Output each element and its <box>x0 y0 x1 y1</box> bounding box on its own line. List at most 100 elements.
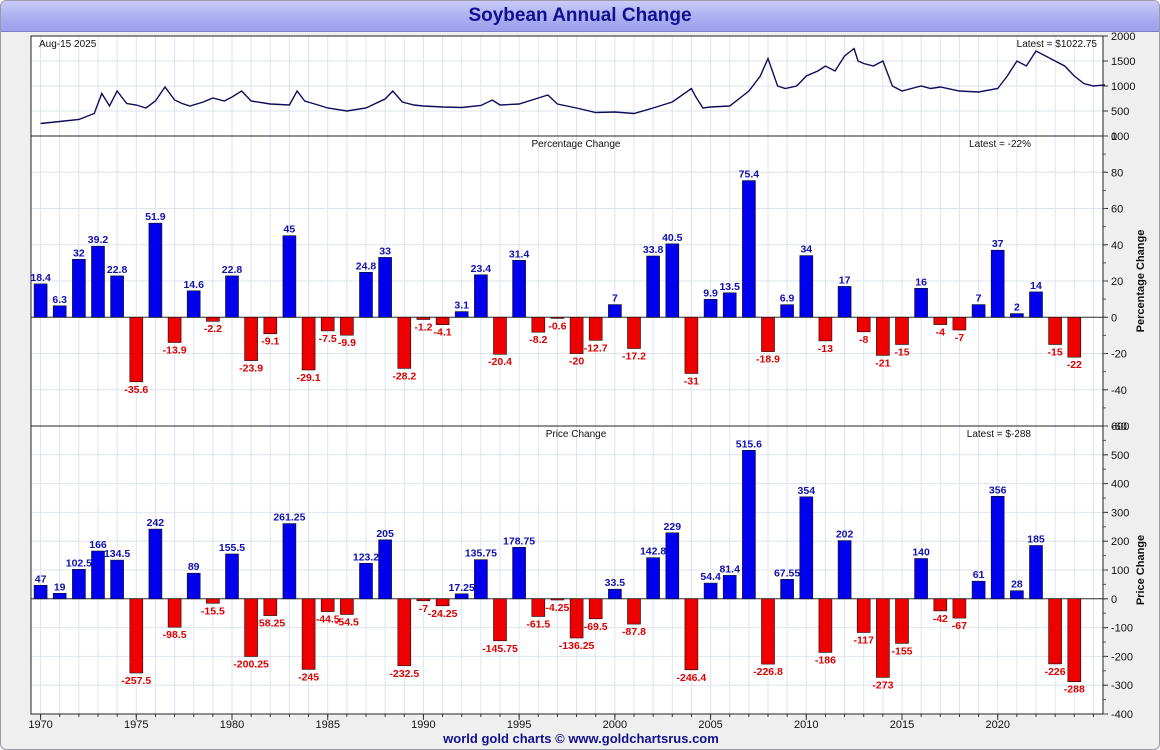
data-label: 33.5 <box>605 577 626 589</box>
x-tick-label: 1985 <box>315 719 339 731</box>
bar-negative <box>320 598 335 612</box>
y-tick-label: 0 <box>1111 312 1117 324</box>
data-label: -117 <box>853 635 874 647</box>
data-label: -15 <box>1048 346 1063 358</box>
panel-border <box>30 425 1104 715</box>
y-tick-label: -100 <box>1111 623 1133 635</box>
data-label: 13.5 <box>719 281 740 293</box>
data-label: 81.4 <box>719 563 740 575</box>
data-label: 354 <box>798 485 816 497</box>
bar-negative <box>569 598 584 639</box>
bar-positive <box>148 222 163 318</box>
bar-negative <box>588 598 603 620</box>
bar-positive <box>225 275 239 318</box>
data-label: -4 <box>936 327 945 339</box>
bar-positive <box>837 286 852 318</box>
data-label: -155 <box>891 645 912 657</box>
bar-negative <box>1067 316 1082 358</box>
data-label: -44.5 <box>316 614 340 626</box>
data-label: 9.9 <box>703 287 718 299</box>
y-tick-label: 80 <box>1111 167 1123 179</box>
data-label: 51.9 <box>145 211 166 223</box>
bar-negative <box>206 598 220 604</box>
data-label: 17.25 <box>449 582 475 594</box>
data-label: -18.9 <box>756 354 780 366</box>
bar-negative <box>167 316 182 343</box>
x-tick-label: 1995 <box>507 719 531 731</box>
bar-negative <box>1067 598 1082 682</box>
y-tick-label: 0 <box>1111 594 1117 606</box>
bar-positive <box>971 304 986 318</box>
bar-negative <box>550 316 565 319</box>
bar-positive <box>110 275 124 318</box>
bar-positive <box>225 553 239 600</box>
data-label: -28.2 <box>392 370 416 382</box>
data-label: 515.6 <box>736 438 762 450</box>
x-tick-label: 2015 <box>890 719 914 731</box>
y-tick-label: 100 <box>1111 131 1129 143</box>
data-label: -7 <box>419 603 428 615</box>
data-label: -15 <box>894 346 909 358</box>
bar-negative <box>895 598 909 644</box>
y-tick-label: -400 <box>1111 709 1133 721</box>
data-label: -35.6 <box>124 384 148 396</box>
y-axis-title: Price Change <box>1135 535 1147 605</box>
bar-negative <box>435 316 450 325</box>
data-label: 54.4 <box>700 571 721 583</box>
latest-value-label: Latest = $-288 <box>967 429 1032 440</box>
bar-positive <box>722 292 737 318</box>
y-tick-label: 1000 <box>1111 81 1135 93</box>
data-label: 134.5 <box>104 548 130 560</box>
data-label: 67.55 <box>774 567 800 579</box>
y-tick-label: 600 <box>1111 421 1129 433</box>
data-label: 34 <box>800 244 812 256</box>
bar-positive <box>474 274 488 318</box>
y-tick-label: -300 <box>1111 680 1133 692</box>
bar-positive <box>703 582 718 600</box>
bar-positive <box>971 580 986 600</box>
bar-negative <box>627 316 641 349</box>
latest-price-label: Latest = $1022.75 <box>1017 39 1098 50</box>
bar-negative <box>301 316 316 371</box>
data-label: -226.8 <box>753 666 783 678</box>
data-label: 140 <box>912 547 930 559</box>
data-label: -15.5 <box>201 605 225 617</box>
data-label: -9.1 <box>261 336 279 348</box>
y-tick-label: -200 <box>1111 651 1133 663</box>
y-tick-label: 60 <box>1111 204 1123 216</box>
bar-positive <box>646 557 660 600</box>
bar-negative <box>684 598 699 671</box>
data-label: 155.5 <box>219 542 245 554</box>
data-label: -288 <box>1064 684 1085 696</box>
data-label: -24.25 <box>428 608 458 620</box>
data-label: 6.9 <box>780 293 795 305</box>
y-tick-label: 40 <box>1111 240 1123 252</box>
data-label: 14 <box>1030 280 1042 292</box>
x-tick-label: 1970 <box>28 719 52 731</box>
bar-negative <box>876 316 890 356</box>
data-label: -1.2 <box>414 321 432 333</box>
data-label: -273 <box>872 679 893 691</box>
data-label: -69.5 <box>584 621 608 633</box>
data-label: -232.5 <box>389 668 419 680</box>
y-tick-label: -20 <box>1111 349 1127 361</box>
data-label: -257.5 <box>121 675 151 687</box>
bar-positive <box>742 180 756 318</box>
bar-positive <box>799 496 814 600</box>
bar-positive <box>110 559 124 600</box>
data-label: -12.7 <box>584 342 608 354</box>
x-tick-label: 2010 <box>794 719 818 731</box>
bar-positive <box>52 305 67 318</box>
data-label: -4.25 <box>545 602 569 614</box>
data-label: 45 <box>284 224 296 236</box>
bar-negative <box>1048 316 1062 345</box>
footer-credit: world gold charts © www.goldchartsrus.co… <box>443 731 719 746</box>
bar-negative <box>301 598 316 670</box>
y-tick-label: 20 <box>1111 276 1123 288</box>
bar-positive <box>780 578 794 600</box>
bar-negative <box>933 316 948 325</box>
y-tick-label: 400 <box>1111 479 1129 491</box>
y-tick-label: 0 <box>1111 131 1117 143</box>
data-label: -58.25 <box>255 618 285 630</box>
bar-negative <box>761 598 775 665</box>
